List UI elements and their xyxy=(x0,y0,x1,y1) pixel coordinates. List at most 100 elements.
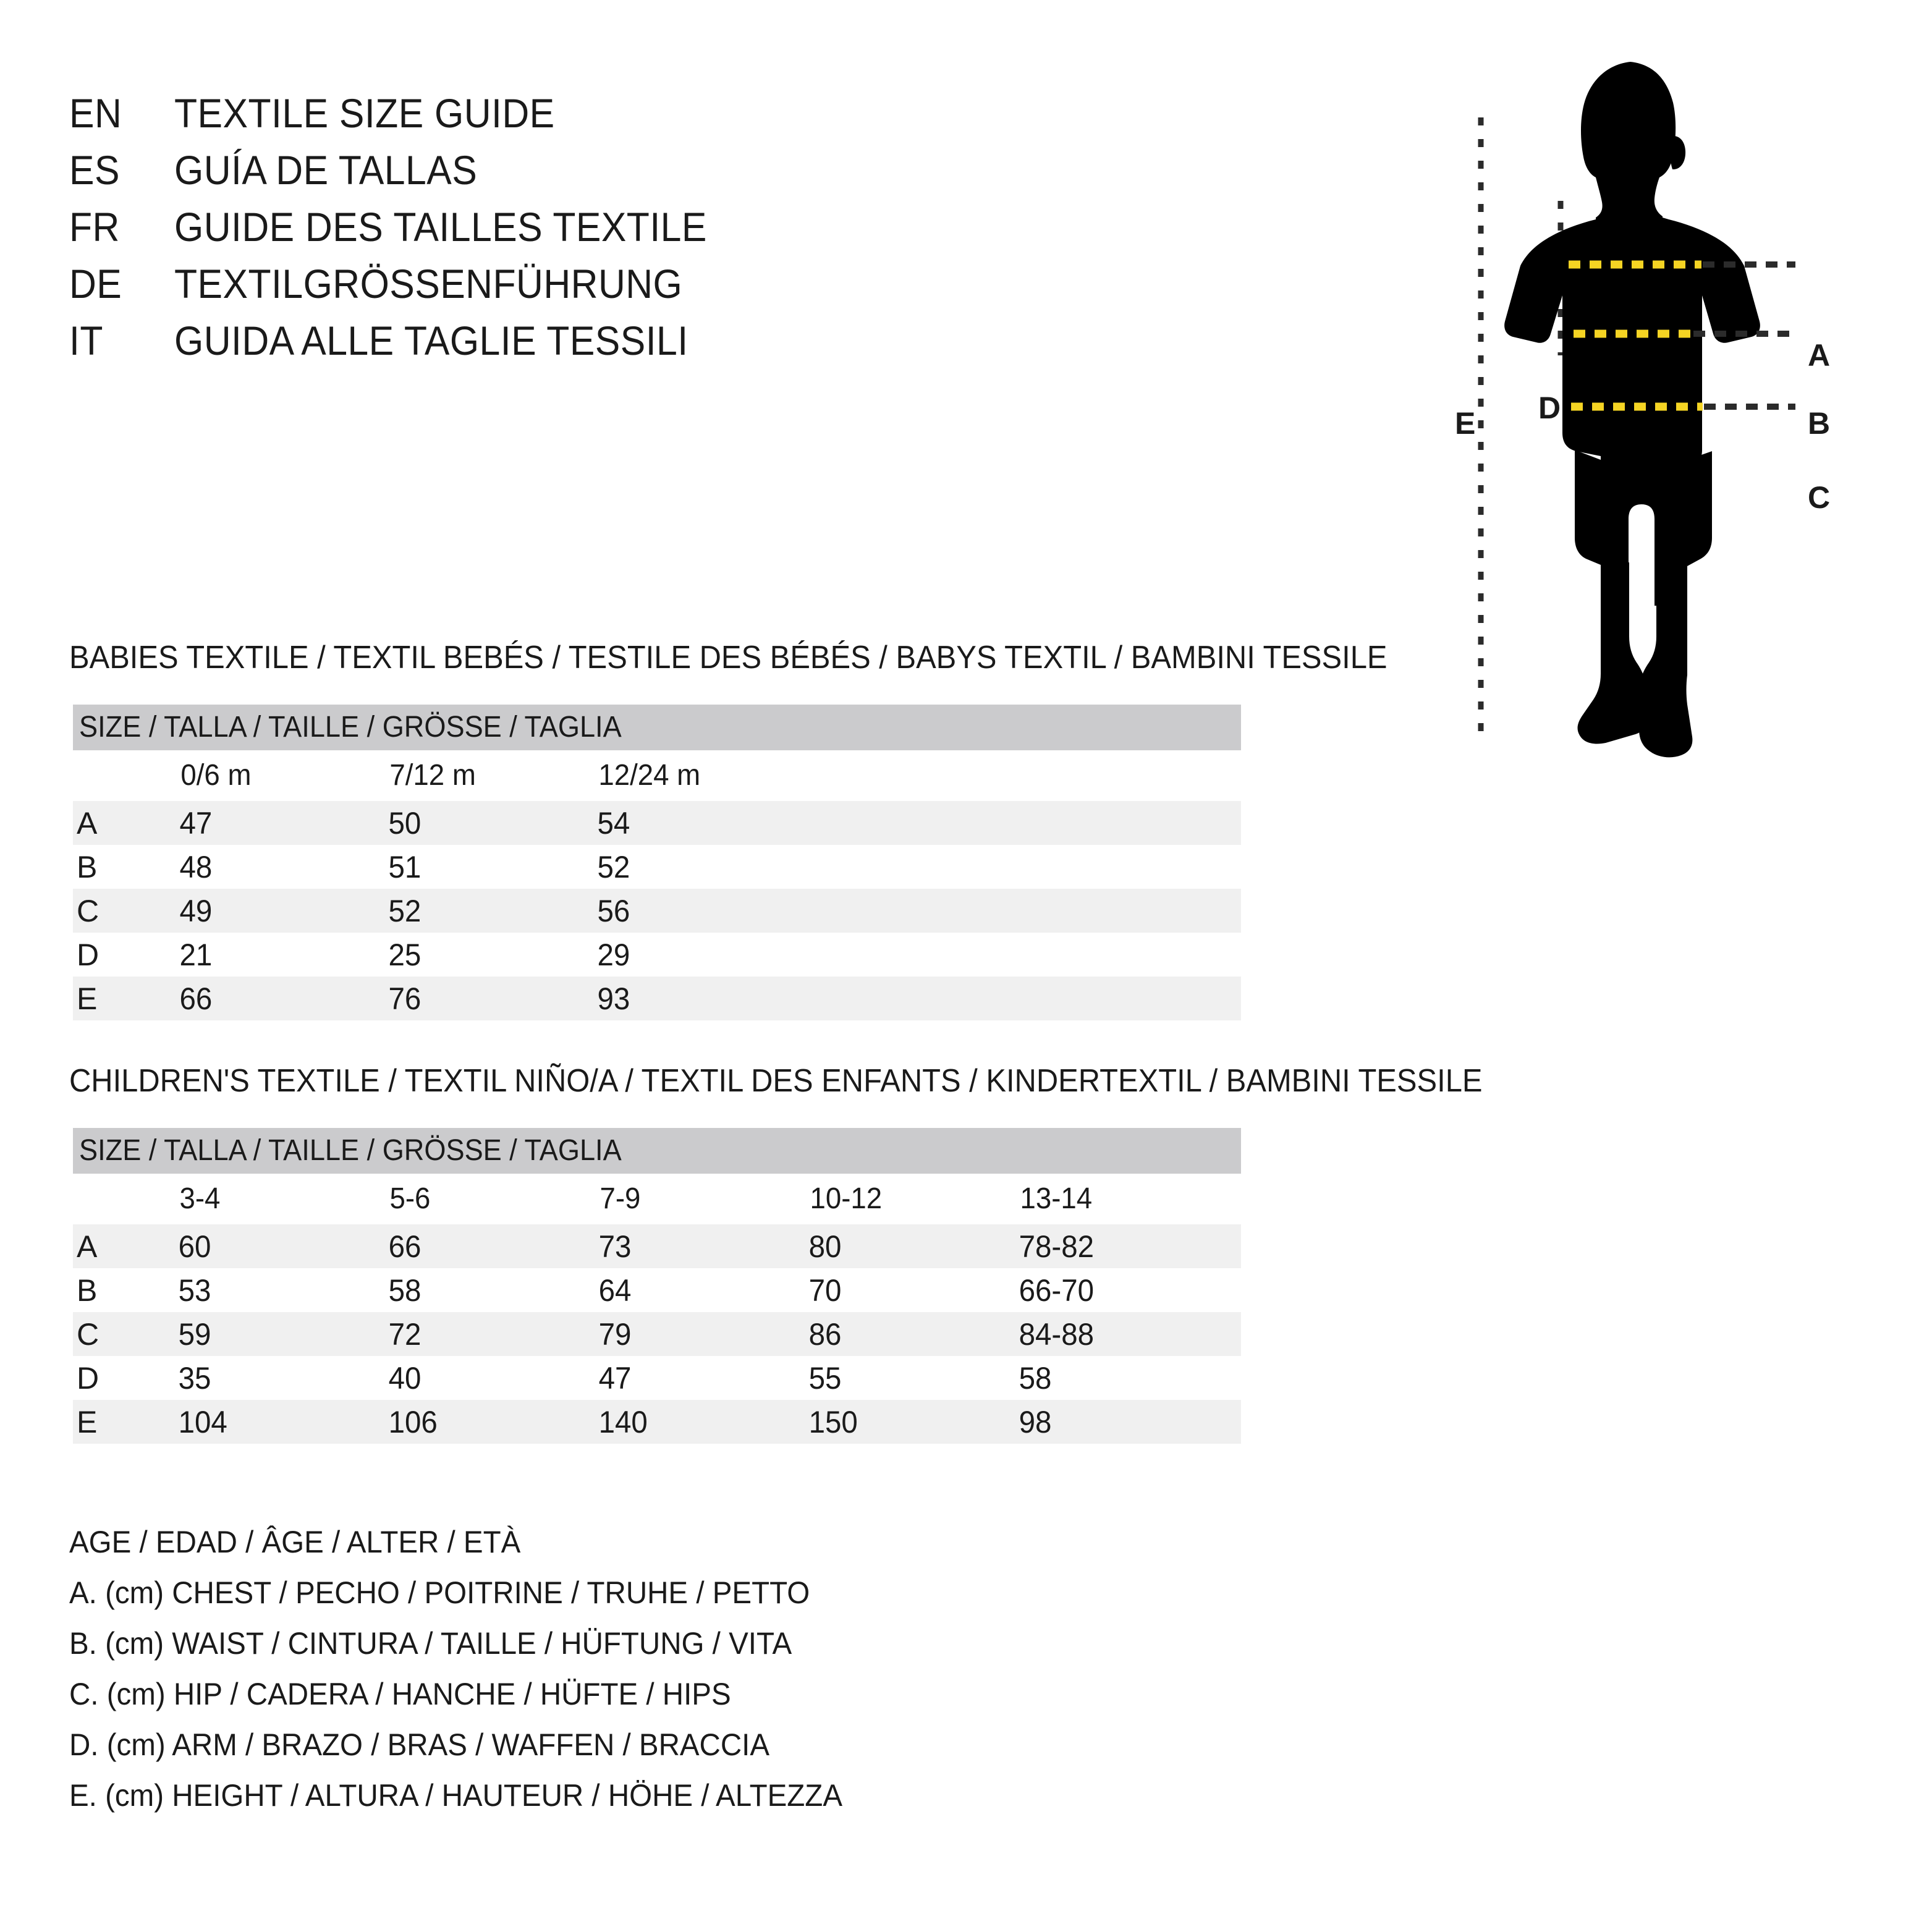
children-column-header: 10-12 xyxy=(810,1182,883,1215)
row-letter: A xyxy=(77,1229,98,1264)
children-column-header: 13-14 xyxy=(1020,1182,1093,1215)
table-row: D 35 40 47 55 58 xyxy=(73,1356,1241,1400)
table-row: B 53 58 64 70 66-70 xyxy=(73,1268,1241,1312)
table-cell: 60 xyxy=(178,1229,211,1264)
table-row: B 48 51 52 xyxy=(73,845,1241,889)
language-code-it: IT xyxy=(69,318,103,363)
language-row: FR GUIDE DES TAILLES TEXTILE xyxy=(69,206,1244,263)
table-cell: 55 xyxy=(808,1360,842,1396)
table-cell: 66 xyxy=(388,1229,422,1264)
table-cell: 51 xyxy=(388,849,422,884)
babies-column-header-row: 0/6 m 7/12 m 12/24 m xyxy=(73,750,1241,801)
language-title-block: EN TEXTILE SIZE GUIDE ES GUÍA DE TALLAS … xyxy=(69,93,1244,377)
table-cell: 35 xyxy=(178,1360,211,1396)
babies-column-header: 7/12 m xyxy=(389,759,476,792)
table-cell: 40 xyxy=(388,1360,422,1396)
language-title-en: TEXTILE SIZE GUIDE xyxy=(174,90,555,136)
babies-banner-label: SIZE / TALLA / TAILLE / GRÖSSE / TAGLIA xyxy=(79,711,622,744)
table-cell: 59 xyxy=(178,1316,211,1352)
dimension-label-b: B xyxy=(1808,406,1831,441)
table-cell: 21 xyxy=(179,937,213,972)
babies-table-banner: SIZE / TALLA / TAILLE / GRÖSSE / TAGLIA xyxy=(73,705,1241,750)
table-cell: 73 xyxy=(598,1229,632,1264)
table-cell: 70 xyxy=(808,1273,842,1308)
table-cell: 80 xyxy=(808,1229,842,1264)
table-cell: 47 xyxy=(179,805,213,841)
children-table-banner: SIZE / TALLA / TAILLE / GRÖSSE / TAGLIA xyxy=(73,1128,1241,1174)
table-cell: 53 xyxy=(178,1273,211,1308)
row-letter: A xyxy=(77,805,98,841)
child-silhouette xyxy=(1504,62,1760,758)
dimension-label-c: C xyxy=(1808,480,1831,515)
language-row: DE TEXTILGRÖSSENFÜHRUNG xyxy=(69,263,1244,320)
babies-section-title: BABIES TEXTILE / TEXTIL BEBÉS / TESTILE … xyxy=(69,640,1388,676)
table-cell: 64 xyxy=(598,1273,632,1308)
table-cell: 86 xyxy=(808,1316,842,1352)
language-row: EN TEXTILE SIZE GUIDE xyxy=(69,93,1244,150)
dimension-label-e: E xyxy=(1455,406,1476,441)
table-row: E 104 106 140 150 98 xyxy=(73,1400,1241,1444)
babies-size-table: SIZE / TALLA / TAILLE / GRÖSSE / TAGLIA … xyxy=(73,705,1241,1020)
table-cell: 54 xyxy=(597,805,630,841)
table-cell: 29 xyxy=(597,937,630,972)
row-letter: E xyxy=(77,981,98,1016)
children-column-header: 5-6 xyxy=(389,1182,431,1215)
legend-item-arm: D. (cm) ARM / BRAZO / BRAS / WAFFEN / BR… xyxy=(69,1727,770,1762)
legend-item-chest: A. (cm) CHEST / PECHO / POITRINE / TRUHE… xyxy=(69,1575,810,1610)
language-title-fr: GUIDE DES TAILLES TEXTILE xyxy=(174,204,707,250)
row-letter: E xyxy=(77,1404,98,1439)
table-cell: 52 xyxy=(388,893,422,928)
table-row: A 47 50 54 xyxy=(73,801,1241,845)
table-cell: 48 xyxy=(179,849,213,884)
babies-column-header: 12/24 m xyxy=(598,759,701,792)
table-cell: 98 xyxy=(1019,1404,1052,1439)
table-cell: 79 xyxy=(598,1316,632,1352)
row-letter: B xyxy=(77,849,98,884)
dimension-label-d: D xyxy=(1538,391,1561,425)
body-measurement-diagram: E D A B C xyxy=(1397,49,1928,779)
table-row: A 60 66 73 80 78-82 xyxy=(73,1224,1241,1268)
table-cell: 52 xyxy=(597,849,630,884)
table-row: C 59 72 79 86 84-88 xyxy=(73,1312,1241,1356)
language-code-de: DE xyxy=(69,261,122,307)
row-letter: D xyxy=(77,1360,100,1396)
babies-column-header: 0/6 m xyxy=(180,759,252,792)
table-cell: 66 xyxy=(179,981,213,1016)
language-title-es: GUÍA DE TALLAS xyxy=(174,147,478,193)
language-title-it: GUIDA ALLE TAGLIE TESSILI xyxy=(174,318,688,363)
table-cell: 140 xyxy=(598,1404,648,1439)
dimension-label-a: A xyxy=(1808,338,1831,373)
table-cell: 50 xyxy=(388,805,422,841)
table-cell: 106 xyxy=(388,1404,438,1439)
table-cell: 58 xyxy=(1019,1360,1052,1396)
row-letter: C xyxy=(77,893,100,928)
language-code-es: ES xyxy=(69,147,120,193)
legend-item-height: E. (cm) HEIGHT / ALTURA / HAUTEUR / HÖHE… xyxy=(69,1778,843,1813)
table-cell: 56 xyxy=(597,893,630,928)
children-column-header: 3-4 xyxy=(179,1182,221,1215)
table-cell: 104 xyxy=(178,1404,227,1439)
children-section-title: CHILDREN'S TEXTILE / TEXTIL NIÑO/A / TEX… xyxy=(69,1063,1483,1099)
table-cell: 58 xyxy=(388,1273,422,1308)
children-column-header: 7-9 xyxy=(600,1182,641,1215)
table-cell: 76 xyxy=(388,981,422,1016)
row-letter: B xyxy=(77,1273,98,1308)
table-row: C 49 52 56 xyxy=(73,889,1241,933)
table-cell: 49 xyxy=(179,893,213,928)
children-column-header-row: 3-4 5-6 7-9 10-12 13-14 xyxy=(73,1174,1241,1224)
table-row: E 66 76 93 xyxy=(73,977,1241,1020)
children-size-table: SIZE / TALLA / TAILLE / GRÖSSE / TAGLIA … xyxy=(73,1128,1241,1444)
table-cell: 25 xyxy=(388,937,422,972)
language-title-de: TEXTILGRÖSSENFÜHRUNG xyxy=(174,261,683,307)
table-cell: 93 xyxy=(597,981,630,1016)
row-letter: D xyxy=(77,937,100,972)
table-cell: 78-82 xyxy=(1019,1229,1095,1264)
legend-heading-age: AGE / EDAD / ÂGE / ALTER / ETÀ xyxy=(69,1525,521,1559)
table-cell: 66-70 xyxy=(1019,1273,1095,1308)
language-row: IT GUIDA ALLE TAGLIE TESSILI xyxy=(69,320,1244,377)
row-letter: C xyxy=(77,1316,100,1352)
table-cell: 47 xyxy=(598,1360,632,1396)
language-code-fr: FR xyxy=(69,204,120,250)
legend-item-waist: B. (cm) WAIST / CINTURA / TAILLE / HÜFTU… xyxy=(69,1626,792,1661)
table-cell: 84-88 xyxy=(1019,1316,1095,1352)
